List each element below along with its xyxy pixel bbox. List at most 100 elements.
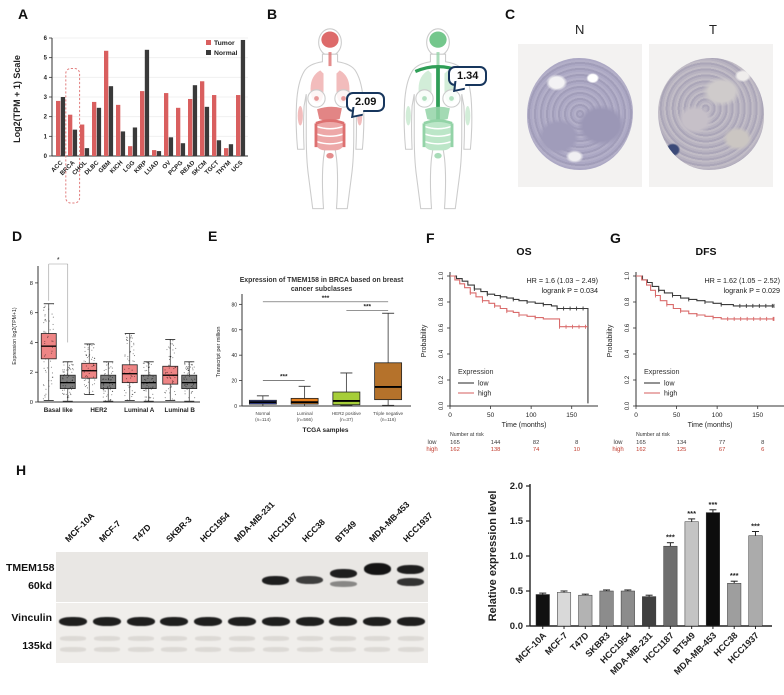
legend-label: Tumor: [214, 40, 235, 47]
jitter-point: [187, 366, 189, 368]
risk-value: 10: [573, 447, 579, 453]
jitter-point: [51, 346, 53, 348]
tumor-body-map: [276, 26, 384, 212]
jitter-point: [94, 379, 96, 381]
jitter-point: [146, 388, 148, 390]
tumor-bar: [236, 95, 241, 156]
blot-lane-label: MCF-7: [96, 518, 123, 544]
faint-ladder-band: [195, 636, 222, 641]
jitter-point: [69, 386, 71, 388]
jitter-point: [83, 392, 85, 395]
jitter-point: [132, 382, 134, 384]
jitter-point: [148, 396, 150, 398]
y-tick-label: 0: [30, 400, 33, 406]
panel-a: A 0 1 2 3 4 5 6 ACC BRCA CHOL DLBC GBM KICH LGG KIRP LU…: [8, 4, 266, 220]
panel-f-title: OS: [516, 246, 532, 258]
jitter-point: [183, 372, 185, 374]
risk-value: 138: [491, 447, 501, 453]
y-axis-title: Probability: [421, 324, 428, 357]
x-category-label: MCF-10A: [514, 630, 549, 665]
y-tick-label: 1: [44, 134, 48, 140]
faint-ladder-band: [296, 636, 323, 641]
jitter-point: [105, 369, 107, 371]
jitter-point: [44, 305, 46, 307]
y-tick-label: 2.0: [510, 481, 523, 492]
jitter-point: [103, 384, 105, 386]
faint-ladder-band: [228, 636, 255, 641]
expression-bar: [620, 590, 635, 627]
jitter-point: [68, 375, 70, 377]
jitter-point: [44, 394, 46, 396]
jitter-point: [129, 337, 131, 339]
jitter-point: [68, 364, 71, 366]
jitter-point: [44, 314, 46, 316]
panel-g-hr-annotation: HR = 1.62 (1.05 − 2.52) logrank P = 0.02…: [704, 276, 780, 297]
jitter-point: [85, 354, 88, 357]
jitter-point: [174, 394, 176, 396]
jitter-point: [190, 361, 192, 363]
jitter-point: [51, 340, 53, 342]
jitter-point: [52, 323, 54, 325]
panel-c-label: C: [505, 6, 516, 22]
x-axis-title: Time (months): [502, 422, 547, 429]
blot-row1-kd: 60kd: [28, 580, 52, 592]
blot-lane-label: HCC1937: [400, 510, 435, 544]
risk-row-label: high: [426, 447, 437, 453]
jitter-point: [126, 378, 128, 380]
tumor-bar: [176, 107, 181, 156]
panel-g-title: DFS: [695, 246, 717, 258]
tissue-core-normal: [527, 58, 633, 170]
jitter-point: [187, 372, 189, 374]
jitter-point: [107, 394, 109, 396]
jitter-point: [87, 347, 89, 349]
jitter-point: [72, 364, 74, 366]
jitter-point: [103, 361, 105, 363]
hr-text: HR = 1.62 (1.05 − 2.52): [704, 276, 780, 285]
jitter-point: [51, 350, 53, 352]
jitter-point: [145, 396, 147, 398]
jitter-point: [85, 365, 87, 367]
jitter-point: [190, 366, 192, 368]
jitter-point: [130, 377, 132, 379]
sig-stars: ***: [322, 295, 330, 302]
x-category-label: MCF-7: [543, 630, 570, 657]
liver-stomach: [317, 106, 342, 121]
jitter-point: [44, 318, 46, 320]
jitter-point: [168, 364, 170, 366]
x-tick-label: 100: [526, 412, 537, 419]
y-tick-label: 3: [44, 95, 48, 101]
jitter-point: [45, 331, 47, 333]
jitter-point: [191, 391, 194, 393]
jitter-point: [88, 355, 90, 357]
jitter-point: [47, 335, 49, 337]
jitter-point: [128, 368, 130, 370]
jitter-point: [92, 376, 95, 378]
jitter-point: [131, 337, 133, 339]
brca-highlight-box: [65, 67, 81, 204]
hr-text: HR = 1.6 (1.03 − 2.49): [526, 276, 598, 285]
jitter-point: [45, 388, 47, 390]
faint-ladder-band: [127, 647, 154, 652]
jitter-point: [112, 371, 114, 373]
panel-h-blot: H TMEM158 60kd Vinculin 135kd MCF-10A MCF…: [6, 460, 438, 692]
jitter-point: [164, 397, 166, 399]
normal-bar: [156, 151, 162, 156]
expression-bar: [578, 594, 593, 627]
jitter-point: [147, 363, 149, 365]
vinculin-band: [396, 617, 425, 626]
jitter-point: [107, 382, 109, 384]
jitter-point: [44, 370, 47, 372]
jitter-point: [66, 377, 68, 379]
y-tick-label: 0.0: [625, 401, 631, 410]
jitter-point: [188, 397, 190, 399]
jitter-point: [145, 387, 147, 389]
vinculin-band: [160, 617, 189, 626]
jitter-point: [170, 343, 172, 345]
jitter-point: [92, 384, 94, 386]
jitter-point: [52, 328, 54, 330]
jitter-point: [65, 393, 67, 395]
blot-lane-label: HCC1187: [265, 510, 300, 544]
intestine-folds: [424, 125, 452, 145]
x-tick-label: 0: [634, 412, 638, 419]
panel-f-km-plot: 0.0 0.2 0.4 0.6 0.8 1.0 0 50 100 150 Probability Ti…: [421, 271, 598, 453]
